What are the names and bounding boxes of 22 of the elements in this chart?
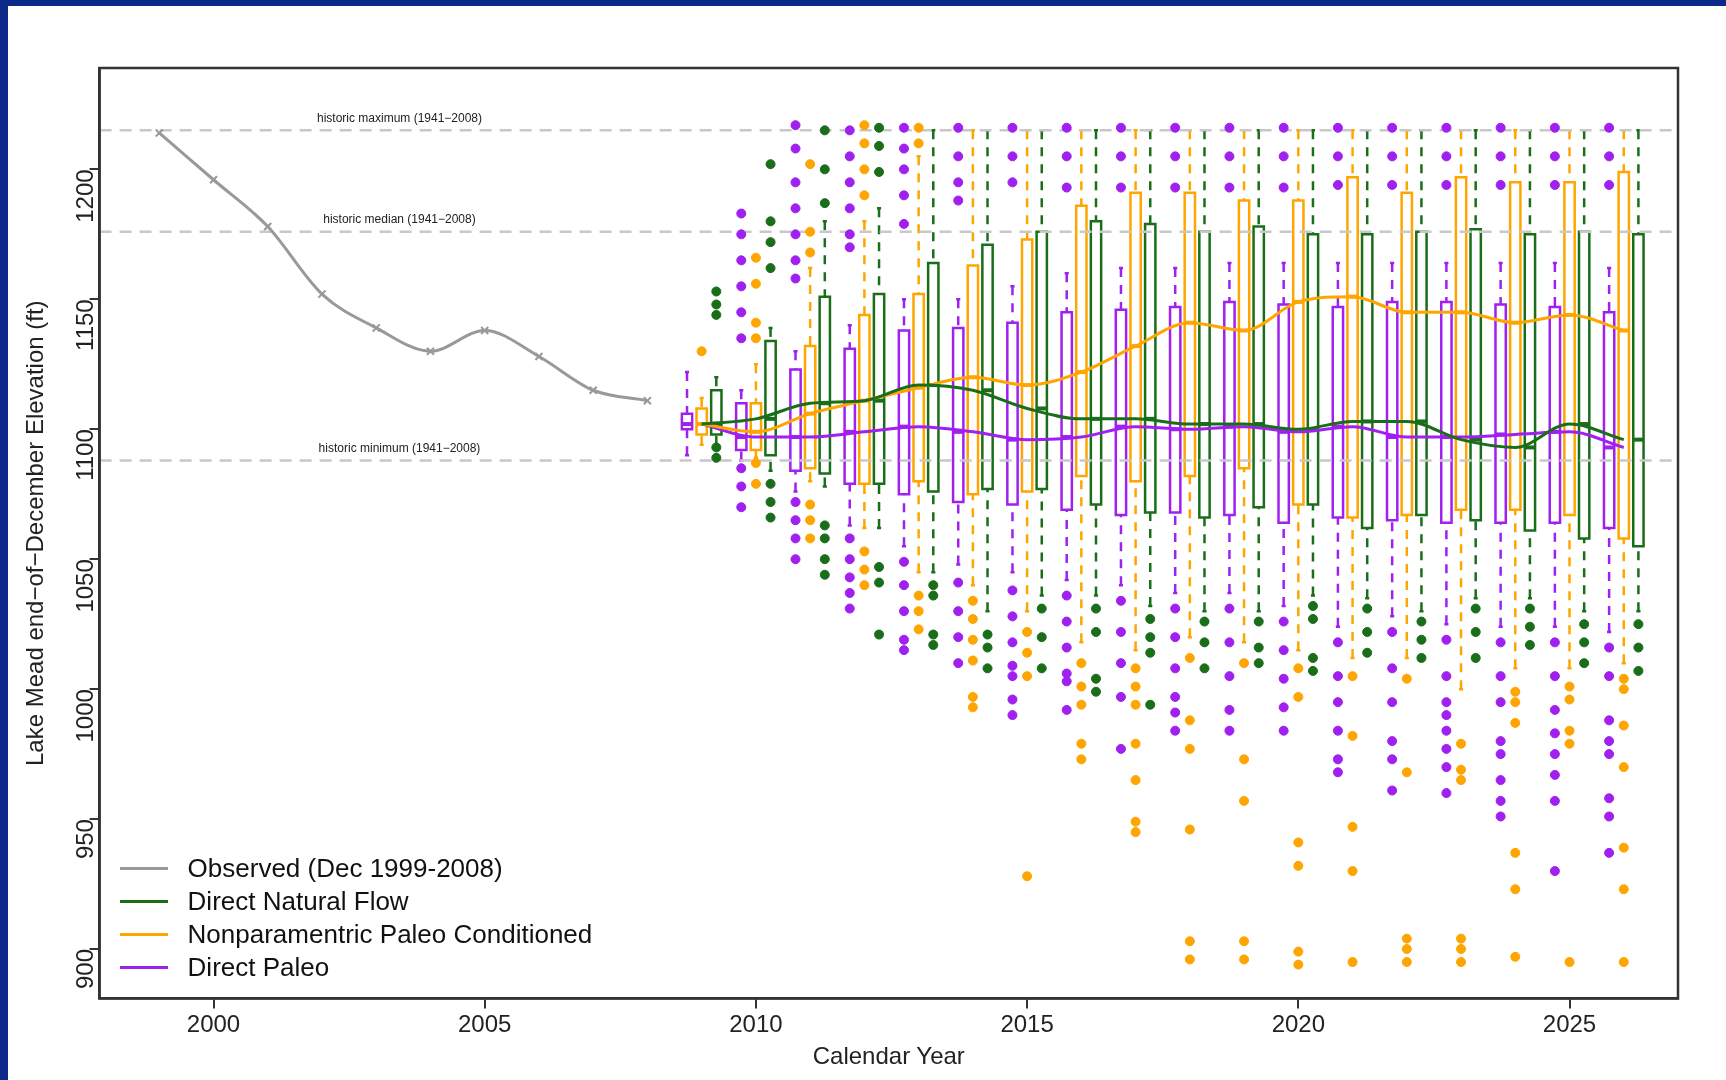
y-tick-label: 1100 [71,429,99,481]
x-tick-label: 2015 [1000,1010,1054,1038]
y-axis-title: Lake Mead end−of−December Elevation (ft) [21,300,49,766]
y-tick-label: 900 [71,949,99,990]
y-tick-label: 1150 [71,299,99,351]
legend-label: Direct Paleo [187,952,330,984]
x-tick-label: 2025 [1542,1010,1597,1038]
x-tick-label: 2010 [729,1010,783,1038]
ref-line-label: historic maximum (1941−2008) [316,110,483,125]
legend-label: Nonparamentric Paleo Conditioned [187,919,593,951]
x-axis-title: Calendar Year [812,1042,965,1070]
x-tick-label: 2005 [458,1010,512,1038]
legend-label: Direct Natural Flow [187,886,409,918]
y-tick-label: 1050 [71,559,99,613]
y-tick-label: 1000 [71,689,99,743]
x-tick-label: 2000 [186,1010,241,1038]
x-tick-label: 2020 [1271,1010,1326,1038]
ref-line-label: historic minimum (1941−2008) [318,440,481,455]
ref-line-label: historic median (1941−2008) [323,212,476,227]
y-tick-label: 950 [71,819,99,860]
legend-label: Observed (Dec 1999-2008) [187,853,503,885]
y-tick-label: 1200 [71,169,99,223]
